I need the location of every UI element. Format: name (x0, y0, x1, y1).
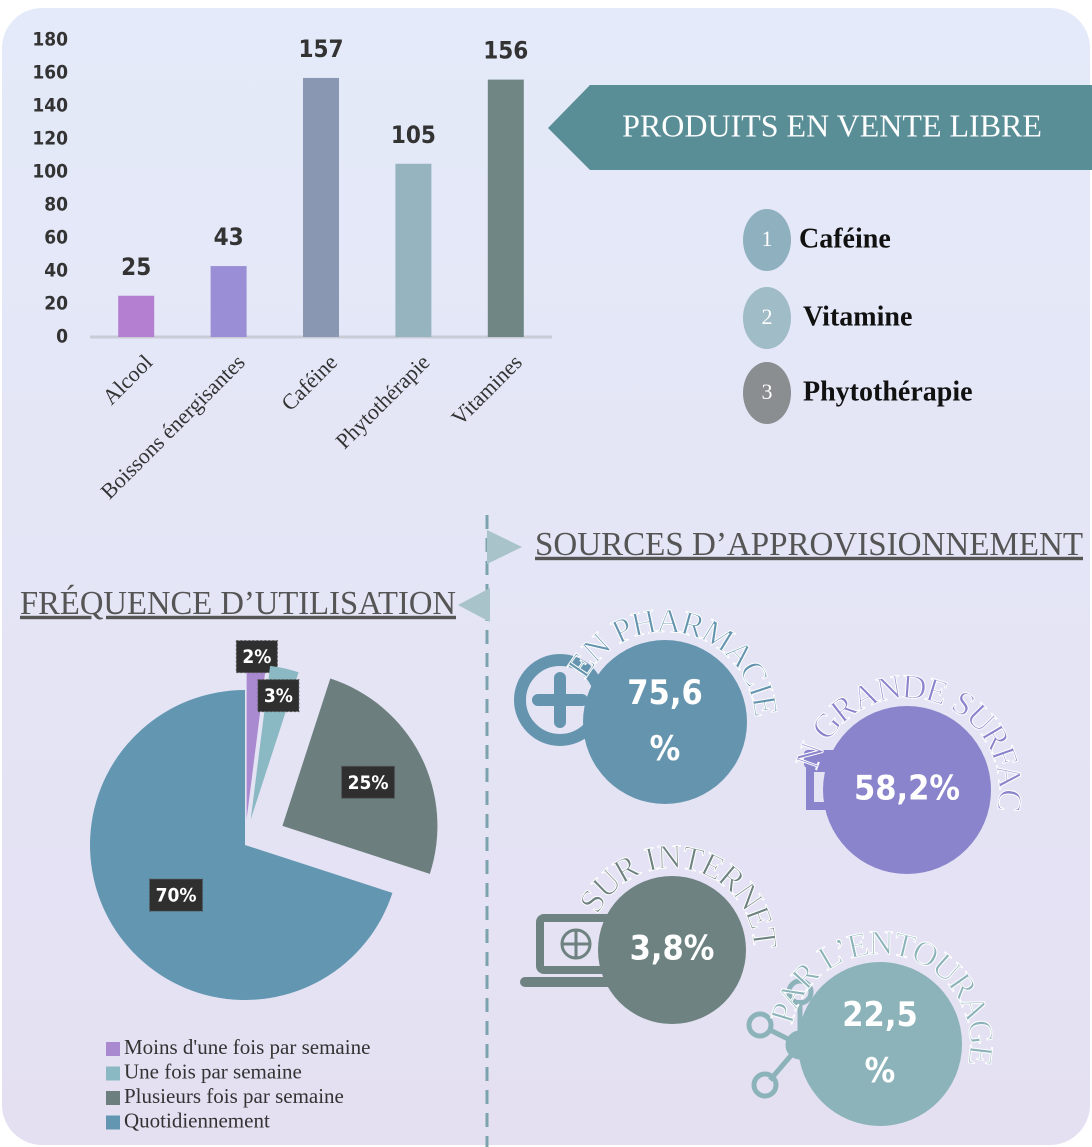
sources-title: SOURCES D’APPROVISIONNEMENT (535, 526, 1083, 563)
rank-badge (743, 362, 791, 424)
legend-label: Quotidiennement (124, 1108, 270, 1132)
bar (118, 295, 155, 337)
source-circle (598, 876, 746, 1024)
arrow (487, 530, 522, 564)
rank-label: Vitamine (803, 301, 912, 332)
rank-number: 2 (762, 304, 773, 329)
y-tick-label: 80 (44, 194, 68, 216)
source-value-part: 22,5 (842, 995, 917, 1035)
label-box (149, 878, 203, 912)
source-circle (823, 706, 991, 874)
rank-label: Caféine (799, 223, 891, 254)
arrow (458, 588, 490, 622)
source-value: 3,8% (630, 929, 715, 969)
data-label: 3% (264, 685, 293, 707)
source-circle (583, 640, 747, 804)
legend-label: Plusieurs fois par semaine (124, 1084, 344, 1108)
data-label: 157 (298, 35, 343, 63)
legend-swatch (106, 1115, 120, 1130)
data-label: 156 (483, 37, 528, 65)
y-tick-label: 20 (44, 293, 68, 315)
source-value-part: % (650, 729, 681, 769)
legend-label: Une fois par semaine (124, 1059, 302, 1083)
source-circle (798, 962, 962, 1126)
legend-label: Moins d'une fois par semaine (124, 1035, 370, 1059)
y-tick-label: 100 (32, 161, 68, 183)
rank-number: 1 (762, 226, 773, 251)
bar (395, 163, 432, 337)
y-tick-label: 140 (32, 95, 68, 117)
source-value: 22,5% (842, 995, 917, 1091)
source-value-part: % (865, 1051, 896, 1091)
data-label: 2% (242, 646, 271, 668)
y-tick-label: 160 (32, 62, 68, 84)
source-value: 75,6% (627, 673, 702, 769)
pie-slice (89, 690, 393, 1000)
banner (548, 85, 1092, 170)
y-tick-label: 60 (44, 227, 68, 249)
rank-label: Phytothérapie (803, 376, 973, 407)
label-box (257, 679, 300, 713)
data-label: 25% (348, 772, 389, 794)
source-value: 58,2% (854, 769, 960, 809)
data-label: 43 (214, 223, 244, 251)
y-tick-label: 0 (56, 326, 68, 348)
legend-swatch (106, 1042, 120, 1056)
rank-badge (743, 287, 791, 349)
y-tick-label: 120 (32, 128, 68, 150)
data-label: 25 (121, 253, 151, 281)
rank-badge (743, 209, 791, 271)
y-tick-label: 40 (44, 260, 68, 282)
source-value-part: 75,6 (627, 673, 702, 713)
data-label: 105 (391, 121, 436, 149)
bar (210, 266, 247, 337)
bar (487, 79, 524, 337)
y-tick-label: 180 (32, 29, 68, 51)
rank-number: 3 (762, 379, 773, 404)
legend-swatch (106, 1066, 120, 1081)
pie-title: FRÉQUENCE D’UTILISATION (20, 585, 456, 622)
bar (303, 77, 339, 337)
legend-swatch (106, 1091, 120, 1105)
data-label: 70% (156, 885, 197, 907)
label-box (341, 765, 396, 799)
banner-title: PRODUITS EN VENTE LIBRE (622, 107, 1042, 143)
